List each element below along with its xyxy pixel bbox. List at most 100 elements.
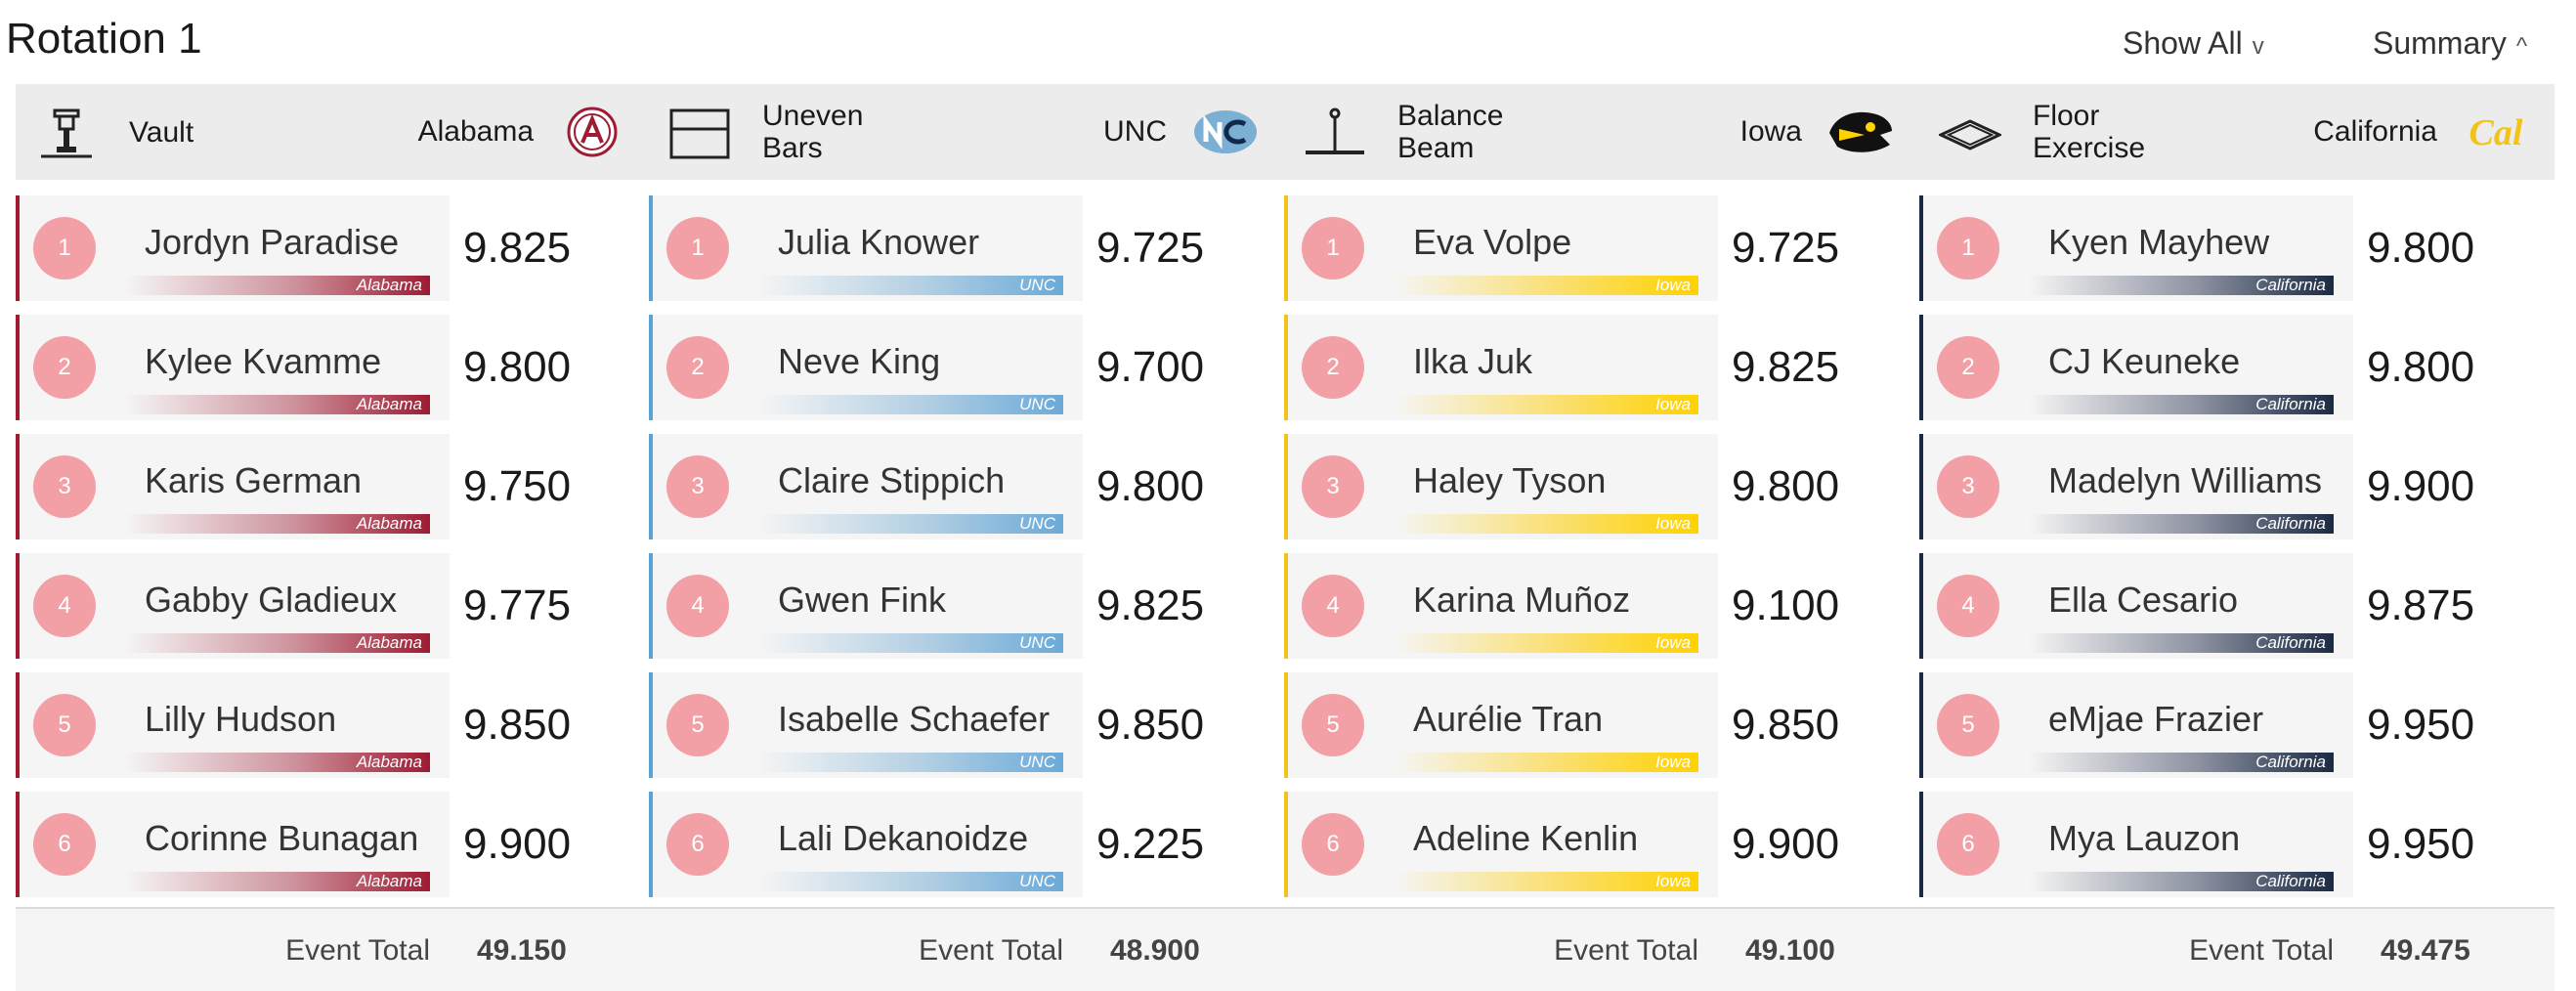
team-bar-label: Iowa [1655, 276, 1691, 294]
athlete-name[interactable]: Jordyn Paradise [145, 222, 400, 262]
athlete-name[interactable]: Gwen Fink [778, 580, 947, 620]
athlete-name[interactable]: Madelyn Williams [2048, 460, 2323, 500]
athlete-row[interactable]: 6 Mya Lauzon California 9.950 [1919, 792, 2555, 897]
athlete-card[interactable]: 5 eMjae Frazier California [1919, 672, 2353, 778]
team-color-bar: Alabama [125, 276, 430, 295]
athlete-name[interactable]: Isabelle Schaefer [778, 699, 1051, 739]
athlete-row[interactable]: 1 Kyen Mayhew California 9.800 [1919, 195, 2555, 301]
athlete-score: 9.950 [2367, 701, 2475, 749]
team-bar-label: Iowa [1655, 633, 1691, 652]
athlete-row[interactable]: 6 Corinne Bunagan Alabama 9.900 [16, 792, 651, 897]
athlete-card[interactable]: 5 Lilly Hudson Alabama [16, 672, 450, 778]
athlete-name[interactable]: Claire Stippich [778, 460, 1006, 500]
event-total-label: Event Total [919, 934, 1063, 967]
lineup-order-badge: 3 [1937, 455, 1999, 518]
athlete-name[interactable]: Ilka Juk [1413, 341, 1533, 381]
athlete-card[interactable]: 6 Lali Dekanoidze UNC [649, 792, 1083, 897]
event-total-row: Event Total 48.900 [649, 907, 1284, 991]
athlete-card[interactable]: 4 Karina Muñoz Iowa [1284, 553, 1718, 659]
summary-toggle[interactable]: Summary ^ [2373, 22, 2527, 68]
athlete-row[interactable]: 3 Haley Tyson Iowa 9.800 [1284, 434, 1919, 539]
athlete-card[interactable]: 4 Gabby Gladieux Alabama [16, 553, 450, 659]
athlete-name[interactable]: Aurélie Tran [1413, 699, 1604, 739]
athlete-card[interactable]: 4 Ella Cesario California [1919, 553, 2353, 659]
athlete-row[interactable]: 1 Eva Volpe Iowa 9.725 [1284, 195, 1919, 301]
event-header: Uneven Bars UNC [649, 84, 1284, 180]
team-bar-label: California [2255, 514, 2326, 533]
athlete-card[interactable]: 3 Haley Tyson Iowa [1284, 434, 1718, 539]
athlete-card[interactable]: 6 Adeline Kenlin Iowa [1284, 792, 1718, 897]
chevron-down-icon: v [2252, 33, 2264, 60]
athlete-row[interactable]: 4 Ella Cesario California 9.875 [1919, 553, 2555, 659]
athlete-name[interactable]: Eva Volpe [1413, 222, 1572, 262]
athlete-name[interactable]: Neve King [778, 341, 941, 381]
athlete-card[interactable]: 3 Claire Stippich UNC [649, 434, 1083, 539]
team-color-bar: California [2029, 395, 2334, 414]
athlete-name[interactable]: Julia Knower [778, 222, 980, 262]
athlete-card[interactable]: 1 Kyen Mayhew California [1919, 195, 2353, 301]
lineup-order-badge: 1 [666, 217, 729, 280]
athlete-row[interactable]: 4 Gabby Gladieux Alabama 9.775 [16, 553, 651, 659]
athlete-card[interactable]: 6 Corinne Bunagan Alabama [16, 792, 450, 897]
athlete-card[interactable]: 2 CJ Keuneke California [1919, 315, 2353, 420]
athlete-score: 9.900 [2367, 462, 2475, 510]
athlete-name[interactable]: Karina Muñoz [1413, 580, 1631, 620]
athlete-name[interactable]: eMjae Frazier [2048, 699, 2264, 739]
athlete-name[interactable]: Karis German [145, 460, 363, 500]
athlete-name[interactable]: CJ Keuneke [2048, 341, 2241, 381]
athlete-card[interactable]: 5 Aurélie Tran Iowa [1284, 672, 1718, 778]
athlete-row[interactable]: 5 Isabelle Schaefer UNC 9.850 [649, 672, 1284, 778]
athlete-row[interactable]: 5 eMjae Frazier California 9.950 [1919, 672, 2555, 778]
athlete-name[interactable]: Ella Cesario [2048, 580, 2239, 620]
team-color-bar: Alabama [125, 753, 430, 772]
athlete-card[interactable]: 5 Isabelle Schaefer UNC [649, 672, 1083, 778]
team-color-bar: California [2029, 276, 2334, 295]
athlete-name[interactable]: Kyen Mayhew [2048, 222, 2270, 262]
team-bar-label: Alabama [356, 514, 422, 533]
athlete-name[interactable]: Lali Dekanoidze [778, 818, 1029, 858]
event-header: Vault Alabama [16, 84, 651, 180]
athlete-card[interactable]: 2 Neve King UNC [649, 315, 1083, 420]
team-bar-label: Alabama [356, 276, 422, 294]
uneven-bars-icon [668, 108, 731, 160]
athlete-card[interactable]: 3 Karis German Alabama [16, 434, 450, 539]
athlete-row[interactable]: 6 Adeline Kenlin Iowa 9.900 [1284, 792, 1919, 897]
athlete-row[interactable]: 2 Neve King UNC 9.700 [649, 315, 1284, 420]
athlete-row[interactable]: 2 CJ Keuneke California 9.800 [1919, 315, 2555, 420]
athlete-row[interactable]: 4 Karina Muñoz Iowa 9.100 [1284, 553, 1919, 659]
team-bar-label: Alabama [356, 395, 422, 413]
athlete-row[interactable]: 5 Lilly Hudson Alabama 9.850 [16, 672, 651, 778]
show-all-toggle[interactable]: Show All v [2123, 22, 2264, 68]
athlete-name[interactable]: Haley Tyson [1413, 460, 1607, 500]
athlete-card[interactable]: 4 Gwen Fink UNC [649, 553, 1083, 659]
team-bar-label: Iowa [1655, 872, 1691, 890]
athlete-row[interactable]: 2 Ilka Juk Iowa 9.825 [1284, 315, 1919, 420]
athlete-name[interactable]: Adeline Kenlin [1413, 818, 1639, 858]
athlete-name[interactable]: Mya Lauzon [2048, 818, 2241, 858]
lineup-order-badge: 1 [1937, 217, 1999, 280]
rotation-header: Rotation 1 Show All v Summary ^ [0, 0, 2576, 82]
athlete-row[interactable]: 6 Lali Dekanoidze UNC 9.225 [649, 792, 1284, 897]
athlete-name[interactable]: Lilly Hudson [145, 699, 337, 739]
athlete-row[interactable]: 3 Claire Stippich UNC 9.800 [649, 434, 1284, 539]
athlete-row[interactable]: 4 Gwen Fink UNC 9.825 [649, 553, 1284, 659]
athlete-card[interactable]: 2 Kylee Kvamme Alabama [16, 315, 450, 420]
athlete-name[interactable]: Corinne Bunagan [145, 818, 419, 858]
athlete-card[interactable]: 6 Mya Lauzon California [1919, 792, 2353, 897]
athlete-card[interactable]: 1 Jordyn Paradise Alabama [16, 195, 450, 301]
athlete-score: 9.900 [1732, 820, 1840, 868]
athlete-row[interactable]: 1 Julia Knower UNC 9.725 [649, 195, 1284, 301]
athlete-card[interactable]: 3 Madelyn Williams California [1919, 434, 2353, 539]
athlete-row[interactable]: 1 Jordyn Paradise Alabama 9.825 [16, 195, 651, 301]
athlete-card[interactable]: 1 Eva Volpe Iowa [1284, 195, 1718, 301]
athlete-card[interactable]: 2 Ilka Juk Iowa [1284, 315, 1718, 420]
athlete-row[interactable]: 2 Kylee Kvamme Alabama 9.800 [16, 315, 651, 420]
athlete-row[interactable]: 3 Madelyn Williams California 9.900 [1919, 434, 2555, 539]
team-bar-label: California [2255, 753, 2326, 771]
athlete-row[interactable]: 3 Karis German Alabama 9.750 [16, 434, 651, 539]
athlete-card[interactable]: 1 Julia Knower UNC [649, 195, 1083, 301]
athlete-name[interactable]: Gabby Gladieux [145, 580, 398, 620]
event-total-label: Event Total [285, 934, 430, 967]
athlete-row[interactable]: 5 Aurélie Tran Iowa 9.850 [1284, 672, 1919, 778]
athlete-name[interactable]: Kylee Kvamme [145, 341, 382, 381]
